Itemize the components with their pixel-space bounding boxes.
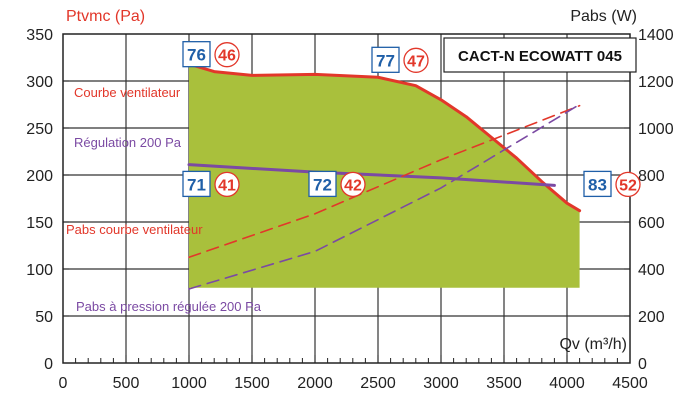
x-tick-label: 3500 bbox=[486, 375, 522, 392]
annotation-badge: 72 42 bbox=[308, 170, 366, 198]
y-right-tick-label: 1200 bbox=[638, 74, 674, 91]
x-tick-label: 2000 bbox=[297, 375, 333, 392]
badge-blue-value: 77 bbox=[376, 51, 395, 70]
y-left-axis-title: Ptvmc (Pa) bbox=[66, 8, 145, 25]
badge-blue-box bbox=[308, 170, 337, 198]
badge-blue-value: 76 bbox=[187, 46, 206, 65]
y-left-tick-label: 0 bbox=[44, 356, 53, 373]
y-right-tick-label: 1400 bbox=[638, 27, 674, 44]
plot-border bbox=[62, 33, 631, 364]
series-line-courbe-ventilateur bbox=[187, 62, 582, 213]
badge-blue-box bbox=[371, 46, 400, 73]
series-line-regulation bbox=[187, 163, 556, 187]
y-left-tick-label: 300 bbox=[26, 74, 53, 91]
series-label-regulation: Régulation 200 Pa bbox=[74, 135, 182, 150]
y-right-tick-label: 600 bbox=[638, 215, 665, 232]
x-tick-label: 2500 bbox=[360, 375, 396, 392]
y-right-tick-label: 400 bbox=[638, 262, 665, 279]
x-tick-label: 0 bbox=[59, 375, 68, 392]
annotation-badge: 77 47 bbox=[371, 46, 429, 73]
series-group bbox=[187, 62, 582, 290]
badge-red-value: 46 bbox=[218, 48, 236, 65]
x-tick-label: 1000 bbox=[171, 375, 207, 392]
x-tick-label: 4500 bbox=[612, 375, 648, 392]
series-label-pabs-courbe: Pabs courbe ventilateur bbox=[66, 222, 203, 237]
badge-red-value: 52 bbox=[619, 177, 637, 194]
annotation-badge: 76 46 bbox=[182, 41, 240, 68]
plot-frame bbox=[62, 33, 631, 364]
badge-blue-value: 83 bbox=[588, 175, 607, 194]
badge-blue-box bbox=[182, 170, 211, 198]
badge-blue-value: 72 bbox=[313, 175, 332, 194]
y-left-tick-label: 100 bbox=[26, 262, 53, 279]
y-right-tick-label: 0 bbox=[638, 356, 647, 373]
badge-red-value: 41 bbox=[218, 177, 236, 194]
y-right-axis-title: Pabs (W) bbox=[570, 8, 637, 25]
series-label-courbe-ventilateur: Courbe ventilateur bbox=[74, 85, 181, 100]
badge-red-circle bbox=[214, 42, 240, 68]
y-right-tick-label: 200 bbox=[638, 309, 665, 326]
badge-red-circle bbox=[615, 171, 641, 198]
annotation-group: 76 46 77 47 71 41 72 42 83 52 bbox=[182, 41, 641, 198]
y-left-tick-label: 200 bbox=[26, 168, 53, 185]
x-tick-label: 1500 bbox=[234, 375, 270, 392]
y-left-tick-label: 250 bbox=[26, 121, 53, 138]
badge-red-value: 42 bbox=[344, 177, 362, 194]
badge-red-circle bbox=[340, 171, 366, 198]
title-box bbox=[443, 37, 637, 73]
annotation-badge: 71 41 bbox=[182, 170, 240, 198]
badge-blue-box bbox=[583, 170, 612, 198]
x-tick-label: 4000 bbox=[549, 375, 585, 392]
series-label-pabs-regulee: Pabs à pression régulée 200 Pa bbox=[76, 299, 262, 314]
chart-title: CACT-N ECOWATT 045 bbox=[458, 48, 622, 65]
series-line-pabs-regulee bbox=[188, 103, 581, 290]
badge-blue-value: 71 bbox=[187, 175, 206, 194]
badge-red-value: 47 bbox=[407, 53, 425, 70]
badge-blue-box bbox=[182, 41, 211, 68]
badge-red-circle bbox=[214, 171, 240, 198]
y-left-tick-label: 350 bbox=[26, 27, 53, 44]
tick-group: 0 500 1000 1500 2000 2500 3000 3500 4000 45000501… bbox=[26, 27, 673, 392]
y-right-tick-label: 1000 bbox=[638, 121, 674, 138]
annotation-badge: 83 52 bbox=[583, 170, 641, 198]
y-left-tick-label: 50 bbox=[35, 309, 53, 326]
y-right-tick-label: 800 bbox=[638, 168, 665, 185]
x-tick-label: 500 bbox=[113, 375, 140, 392]
badge-red-circle bbox=[403, 47, 429, 73]
x-tick-label: 3000 bbox=[423, 375, 459, 392]
series-line-pabs-courbe bbox=[188, 104, 581, 259]
x-axis-title: Qv (m³/h) bbox=[559, 336, 627, 353]
y-left-tick-label: 150 bbox=[26, 215, 53, 232]
